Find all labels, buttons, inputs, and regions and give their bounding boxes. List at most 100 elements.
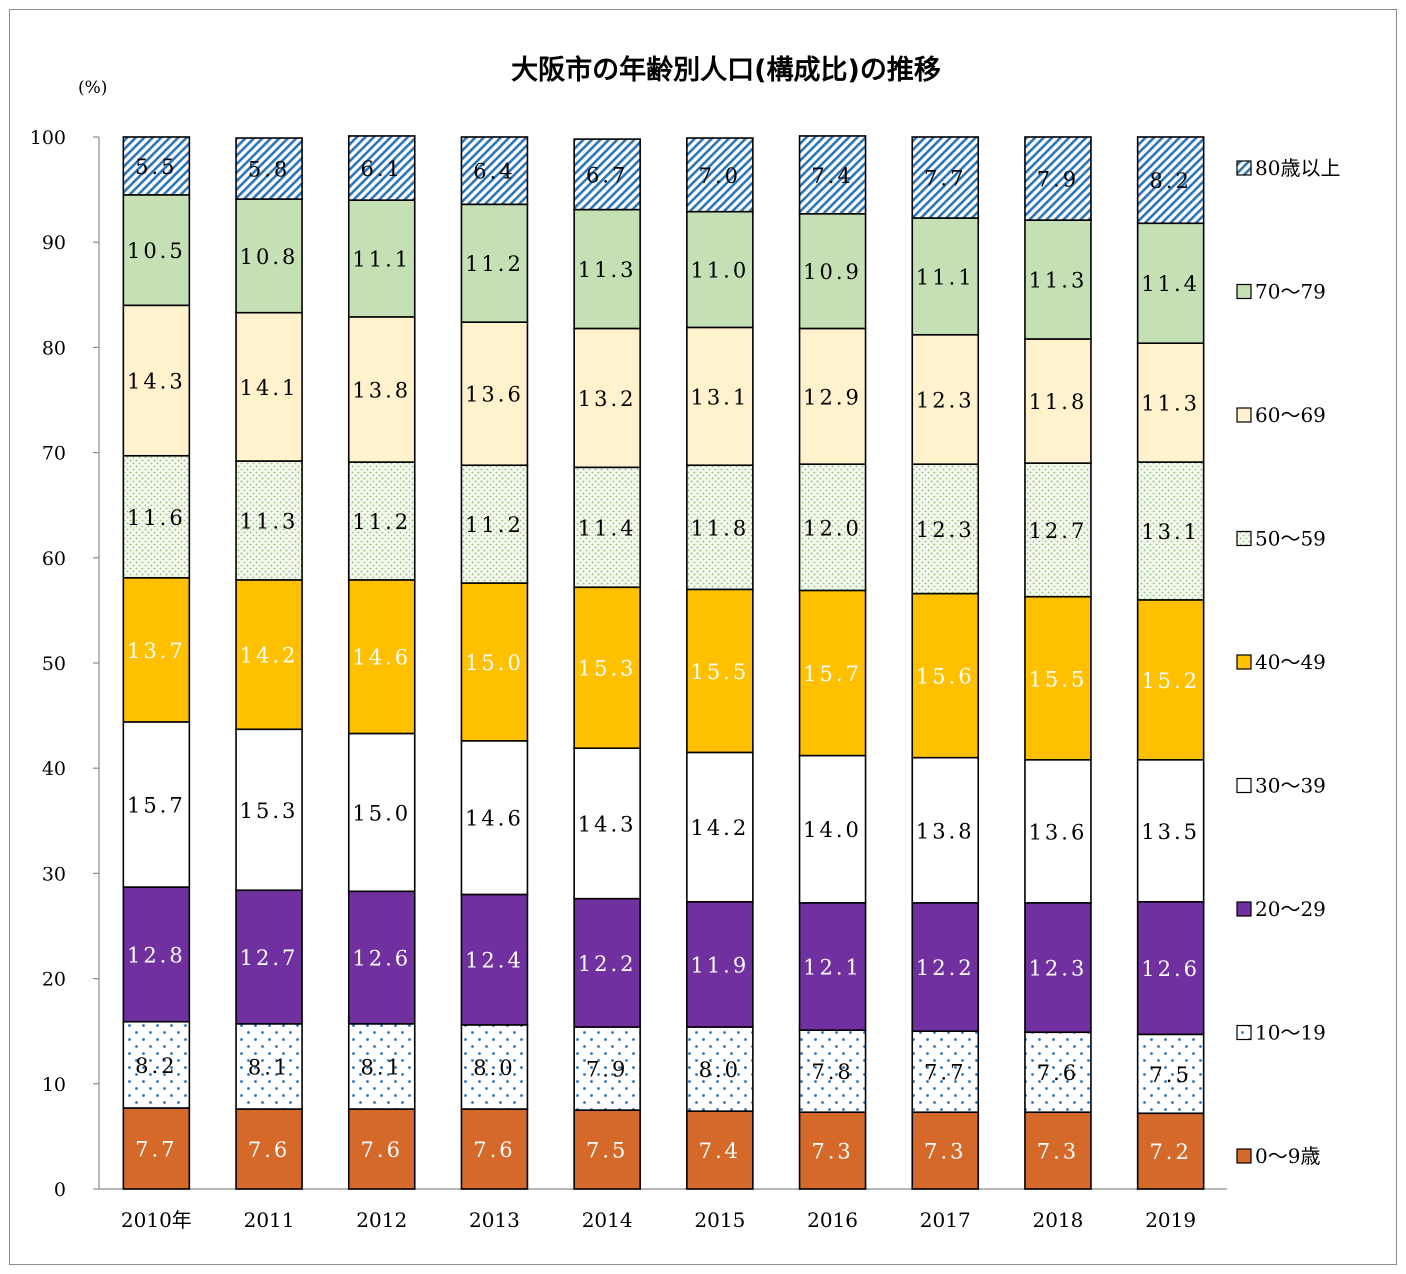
legend-item: 0～9歳 bbox=[1236, 1144, 1320, 1168]
data-label: 8.2 bbox=[1149, 169, 1191, 193]
data-label: 7.4 bbox=[699, 1139, 741, 1163]
bar-segment bbox=[235, 198, 303, 314]
bar-segment bbox=[122, 136, 191, 196]
data-label: 15.2 bbox=[1141, 669, 1200, 693]
data-label: 7.6 bbox=[248, 1138, 290, 1162]
bar-segment bbox=[798, 589, 867, 757]
x-tick-label: 2017 bbox=[920, 1208, 971, 1232]
bar-segment bbox=[235, 1023, 303, 1110]
data-label: 14.0 bbox=[803, 818, 862, 842]
data-label: 12.0 bbox=[803, 516, 862, 540]
bar-segment bbox=[347, 890, 416, 1025]
data-label: 10.9 bbox=[803, 260, 862, 284]
data-label: 8.1 bbox=[248, 1055, 290, 1079]
bar-segment bbox=[122, 1107, 191, 1190]
x-tick-label: 2015 bbox=[694, 1208, 745, 1232]
x-tick-label: 2011 bbox=[244, 1208, 295, 1232]
bar-segment bbox=[1136, 342, 1205, 463]
y-tick-label: 50 bbox=[42, 653, 66, 675]
legend-label: 20～29 bbox=[1255, 897, 1326, 921]
bars: 7.7 8.2 12.8 15.7 13.7 11.6 14.3 10.5 5.5 2010年 7.… bbox=[121, 135, 1205, 1232]
bar-segment bbox=[122, 194, 191, 307]
data-label: 6.7 bbox=[586, 163, 628, 187]
bar-segment bbox=[122, 576, 191, 723]
data-label: 13.1 bbox=[690, 385, 749, 409]
data-label: 7.7 bbox=[135, 1137, 177, 1161]
data-label: 7.6 bbox=[1037, 1061, 1079, 1085]
y-tick-label: 80 bbox=[42, 337, 66, 359]
data-label: 15.7 bbox=[127, 793, 186, 817]
bar-segment bbox=[686, 326, 754, 467]
legend-item: 20～29 bbox=[1236, 897, 1326, 921]
bar-segment bbox=[798, 1029, 867, 1114]
y-tick-label: 30 bbox=[42, 863, 66, 885]
data-label: 7.5 bbox=[586, 1139, 628, 1163]
x-tick-label: 2012 bbox=[356, 1208, 407, 1232]
data-label: 11.2 bbox=[465, 513, 524, 537]
data-label: 13.8 bbox=[916, 819, 975, 843]
legend-label: 60～69 bbox=[1255, 403, 1326, 427]
legend-swatch bbox=[1236, 407, 1252, 423]
data-label: 14.1 bbox=[240, 376, 299, 400]
data-label: 12.3 bbox=[916, 388, 975, 412]
bar-segment bbox=[122, 721, 191, 888]
data-label: 12.4 bbox=[465, 949, 524, 973]
bar-segment bbox=[911, 217, 980, 336]
data-label: 6.1 bbox=[361, 157, 403, 181]
bar-column: 7.6 8.1 12.7 15.3 14.2 11.3 14.1 10.8 5.8 bbox=[235, 137, 303, 1190]
bar-segment bbox=[460, 893, 529, 1026]
data-label: 12.7 bbox=[1029, 519, 1088, 543]
legend-item: 60～69 bbox=[1236, 403, 1326, 427]
data-label: 11.1 bbox=[916, 265, 975, 289]
bar-segment bbox=[798, 1111, 867, 1190]
bar-segment bbox=[798, 135, 867, 215]
legend: 80歳以上 70～79 60～69 50～59 40～49 30～39 20～29 10～19… bbox=[1236, 156, 1340, 1168]
bar-segment bbox=[235, 1108, 303, 1190]
data-label: 11.2 bbox=[352, 510, 411, 534]
data-label: 11.2 bbox=[465, 252, 524, 276]
bar-segment bbox=[1024, 902, 1092, 1034]
data-label: 7.7 bbox=[924, 1061, 966, 1085]
bar-segment bbox=[1024, 136, 1092, 221]
data-label: 11.4 bbox=[1141, 272, 1200, 296]
y-tick-label: 10 bbox=[42, 1074, 66, 1096]
bar-segment bbox=[686, 464, 754, 591]
data-label: 11.1 bbox=[352, 248, 411, 272]
legend-label: 10～19 bbox=[1255, 1021, 1326, 1045]
y-tick-label: 70 bbox=[42, 443, 66, 465]
bar-segment bbox=[1136, 136, 1205, 225]
data-label: 11.3 bbox=[1029, 269, 1088, 293]
legend-item: 50～59 bbox=[1236, 527, 1326, 551]
legend-label: 0～9歳 bbox=[1255, 1144, 1320, 1168]
bar-segment bbox=[573, 1026, 641, 1111]
bar-column: 7.3 7.6 12.3 13.6 15.5 12.7 11.8 11.3 7.9 bbox=[1024, 136, 1092, 1190]
bar-segment bbox=[911, 333, 980, 465]
legend-swatch bbox=[1236, 1024, 1252, 1041]
bar-segment bbox=[573, 466, 641, 589]
data-label: 14.2 bbox=[690, 816, 749, 840]
bar-segment bbox=[573, 1109, 641, 1190]
legend-label: 50～59 bbox=[1255, 527, 1326, 551]
bar-segment bbox=[460, 1024, 529, 1110]
bar-column: 7.5 7.9 12.2 14.3 15.3 11.4 13.2 11.3 6.7 bbox=[573, 138, 641, 1190]
data-label: 12.2 bbox=[578, 952, 637, 976]
data-label: 7.6 bbox=[361, 1138, 403, 1162]
bar-segment bbox=[1024, 1031, 1092, 1114]
data-label: 11.3 bbox=[578, 258, 637, 282]
axes: 0 10 20 30 40 50 60 70 80 90 100 bbox=[30, 127, 1227, 1201]
legend-swatch bbox=[1236, 283, 1252, 300]
bar-column: 7.6 8.1 12.6 15.0 14.6 11.2 13.8 11.1 6.1 bbox=[347, 135, 416, 1190]
y-axis-unit-label: (%) bbox=[78, 78, 108, 98]
legend-label: 30～39 bbox=[1255, 774, 1326, 798]
bar-column: 7.4 8.0 11.9 14.2 15.5 11.8 13.1 11.0 7.0 bbox=[686, 137, 754, 1190]
data-label: 8.0 bbox=[699, 1058, 741, 1082]
data-label: 15.5 bbox=[1029, 667, 1088, 691]
bar-segment bbox=[686, 751, 754, 903]
bar-segment bbox=[573, 747, 641, 900]
data-label: 14.6 bbox=[352, 646, 411, 670]
legend-item: 80歳以上 bbox=[1236, 156, 1340, 180]
bar-column: 7.3 7.8 12.1 14.0 15.7 12.0 12.9 10.9 7.4 bbox=[798, 135, 867, 1190]
data-label: 7.4 bbox=[811, 164, 853, 188]
bar-segment bbox=[235, 137, 303, 200]
bar-segment bbox=[1024, 1111, 1092, 1190]
